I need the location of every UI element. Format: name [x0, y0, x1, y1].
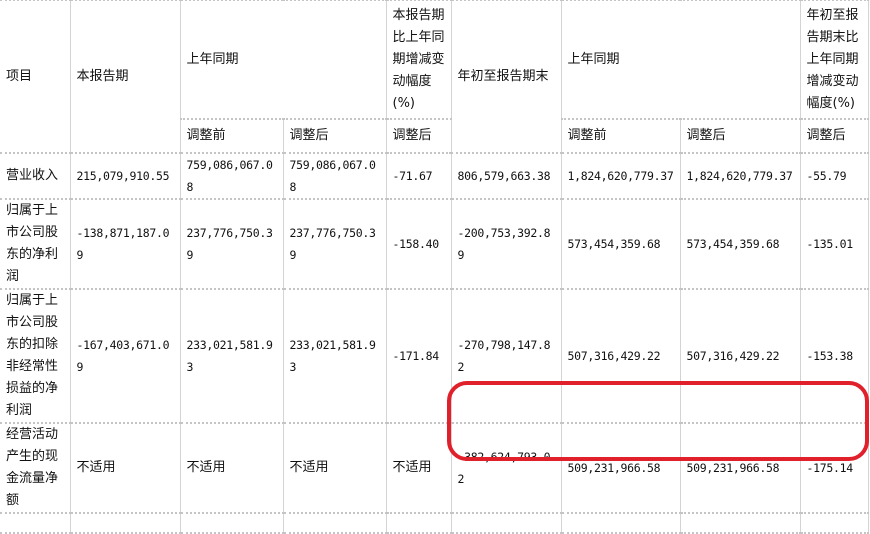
header-current-change: 本报告期比上年同期增减变动幅度(%)	[385, 0, 452, 120]
cell-change: -71.67	[385, 152, 452, 200]
cell-current: 215,079,910.55	[69, 152, 181, 200]
cell-prior-before: 不适用	[179, 422, 284, 514]
cell-prior-before: 237,776,750.39	[179, 198, 284, 290]
cell-ytd-prior-before: 507,316,429.22	[560, 288, 681, 424]
row-item: 归属于上市公司股东的净利润	[0, 198, 71, 290]
table-row: 归属于上市公司股东的扣除非经常性损益的净利润 -167,403,671.09 2…	[0, 288, 869, 424]
header-ytd-change: 年初至报告期末比上年同期增减变动幅度(%)	[799, 0, 869, 120]
cell-ytd-prior-after: 573,454,359.68	[679, 198, 801, 290]
table-row: 经营活动产生的现金流量净额 不适用 不适用 不适用 不适用 -382,624,7…	[0, 422, 869, 514]
cell-prior-before: 233,021,581.93	[179, 288, 284, 424]
cell-current: -167,403,671.09	[69, 288, 181, 424]
cell-ytd-prior-after: 507,316,429.22	[679, 288, 801, 424]
cell-prior-after: 759,086,067.08	[282, 152, 387, 200]
cell-ytd-prior-before: 1,824,620,779.37	[560, 152, 681, 200]
cell-current: 不适用	[69, 422, 181, 514]
cell-prior-after: 233,021,581.93	[282, 288, 387, 424]
subheader-before: 调整前	[179, 118, 284, 154]
cell-ytd-prior-before: 509,231,966.58	[560, 422, 681, 514]
subheader-before: 调整前	[560, 118, 681, 154]
cell-prior-after: 237,776,750.39	[282, 198, 387, 290]
cell-ytd-change: -135.01	[799, 198, 869, 290]
cell-change: -171.84	[385, 288, 452, 424]
subheader-row: 调整前 调整后 调整后 调整前 调整后 调整后	[0, 118, 869, 154]
cell-ytd-change: -55.79	[799, 152, 869, 200]
subheader-after: 调整后	[282, 118, 387, 154]
cell-ytd-prior-before: 573,454,359.68	[560, 198, 681, 290]
header-prior-period: 上年同期	[179, 0, 387, 120]
cell-ytd: 806,579,663.38	[450, 152, 562, 200]
cell-prior-before: 759,086,067.08	[179, 152, 284, 200]
subheader-after: 调整后	[679, 118, 801, 154]
row-item: 经营活动产生的现金流量净额	[0, 422, 71, 514]
header-current-period: 本报告期	[69, 0, 181, 154]
cell-ytd-change: -153.38	[799, 288, 869, 424]
header-item: 项目	[0, 0, 71, 154]
table-row-partial	[0, 512, 869, 534]
cell-ytd-change: -175.14	[799, 422, 869, 514]
table-row: 归属于上市公司股东的净利润 -138,871,187.09 237,776,75…	[0, 198, 869, 290]
cell-ytd: -200,753,392.89	[450, 198, 562, 290]
cell-current: -138,871,187.09	[69, 198, 181, 290]
cell-change: 不适用	[385, 422, 452, 514]
header-ytd-prior: 上年同期	[560, 0, 801, 120]
header-row: 项目 本报告期 上年同期 本报告期比上年同期增减变动幅度(%) 年初至报告期末 …	[0, 0, 869, 154]
cell-ytd: -382,624,793.02	[450, 422, 562, 514]
cell-change: -158.40	[385, 198, 452, 290]
cell-prior-after: 不适用	[282, 422, 387, 514]
cell-ytd: -270,798,147.82	[450, 288, 562, 424]
row-item: 营业收入	[0, 152, 71, 200]
subheader-after: 调整后	[799, 118, 869, 154]
table-row: 营业收入 215,079,910.55 759,086,067.08 759,0…	[0, 152, 869, 200]
cell-ytd-prior-after: 509,231,966.58	[679, 422, 801, 514]
header-ytd: 年初至报告期末	[450, 0, 562, 154]
cell-ytd-prior-after: 1,824,620,779.37	[679, 152, 801, 200]
row-item: 归属于上市公司股东的扣除非经常性损益的净利润	[0, 288, 71, 424]
subheader-after: 调整后	[385, 118, 452, 154]
